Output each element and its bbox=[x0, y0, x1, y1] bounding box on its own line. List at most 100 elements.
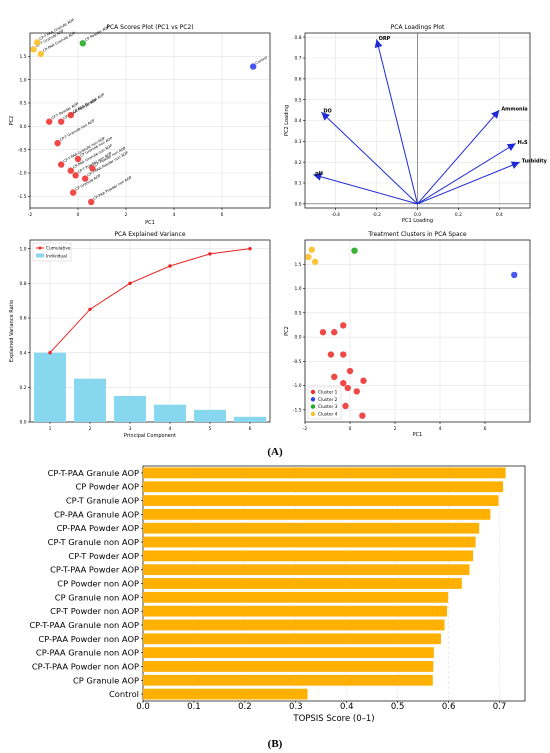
x-tick-label: 5 bbox=[209, 426, 212, 432]
y-tick-label: 0.3 bbox=[295, 139, 302, 145]
loading-vector bbox=[417, 161, 520, 205]
x-axis-label: Principal Component bbox=[124, 433, 176, 439]
variance-bar bbox=[34, 352, 66, 422]
score-point bbox=[58, 161, 65, 168]
x-tick-label: 2 bbox=[125, 212, 128, 218]
cluster-point bbox=[308, 246, 315, 253]
topsis-bar bbox=[143, 605, 448, 617]
y-tick-label: 0.7 bbox=[295, 56, 302, 62]
y-tick-label: 1.5 bbox=[295, 262, 302, 268]
scores-chart: -2 0 2 4 6 -1.5 -1.0 -0.5 0.0 0.5 1.0 1.5 PCA Scores… bbox=[9, 18, 271, 226]
legend-swatch bbox=[310, 404, 316, 409]
cumulative-point bbox=[168, 264, 172, 268]
y-tick-label: 0.6 bbox=[20, 316, 27, 322]
x-tick-label: 0.4 bbox=[496, 212, 503, 218]
legend-swatch bbox=[36, 253, 44, 258]
score-point bbox=[89, 165, 96, 172]
cluster-point bbox=[353, 388, 360, 395]
y-tick-label: 1.0 bbox=[20, 77, 27, 83]
vector-arrowhead bbox=[506, 143, 516, 152]
score-point bbox=[54, 139, 61, 147]
cluster-point bbox=[342, 402, 349, 410]
topsis-bar bbox=[143, 522, 480, 534]
y-tick-label: 0.5 bbox=[295, 310, 302, 316]
x-tick-label: -2 bbox=[28, 212, 33, 218]
cluster-point bbox=[319, 329, 327, 336]
topsis-bar bbox=[143, 619, 445, 631]
vector-arrowhead bbox=[313, 172, 322, 181]
category-label: CP Powder AOP bbox=[76, 482, 140, 492]
x-tick-label: -0.2 bbox=[372, 212, 381, 218]
variance-bar bbox=[154, 404, 186, 422]
panel-label-b: (B) bbox=[268, 738, 283, 750]
x-tick-label: 0.3 bbox=[289, 702, 303, 712]
y-tick-label: -0.5 bbox=[18, 147, 27, 153]
x-tick-label: 4 bbox=[439, 426, 442, 432]
loading-vector bbox=[417, 109, 500, 205]
topsis-bar bbox=[143, 481, 504, 493]
category-label: CP-T-PAA Granule non AOP bbox=[29, 620, 139, 630]
x-tick-label: 4 bbox=[169, 426, 172, 432]
cluster-point bbox=[311, 258, 319, 266]
score-point bbox=[88, 198, 95, 206]
score-point bbox=[250, 63, 257, 70]
score-point bbox=[34, 39, 41, 46]
x-axis-label: PC1 Loading bbox=[402, 218, 433, 224]
x-tick-label: 4 bbox=[173, 212, 176, 218]
topsis-bar bbox=[143, 578, 462, 589]
category-label: CP-PAA Powder non AOP bbox=[38, 634, 139, 644]
x-tick-label: 2 bbox=[394, 426, 397, 432]
x-tick-label: 6 bbox=[221, 212, 224, 218]
cluster-point bbox=[327, 351, 335, 358]
cluster-point bbox=[344, 384, 351, 392]
x-axis-label: PC1 bbox=[145, 220, 155, 226]
category-label: CP-T Powder non AOP bbox=[50, 606, 139, 616]
x-tick-label: 0.2 bbox=[238, 702, 252, 712]
y-tick-label: 1.0 bbox=[295, 286, 302, 292]
category-label: CP-T Powder AOP bbox=[68, 551, 139, 561]
category-label: CP-T Granule non AOP bbox=[48, 537, 139, 547]
loading-vector bbox=[376, 39, 418, 204]
cluster-point bbox=[340, 379, 347, 387]
x-tick-label: 0.4 bbox=[340, 702, 354, 712]
y-tick-label: 0.2 bbox=[295, 160, 302, 166]
cumulative-point bbox=[248, 246, 252, 251]
x-tick-label: 0.1 bbox=[187, 702, 201, 712]
variance-bar bbox=[74, 378, 106, 422]
topsis-bar bbox=[143, 550, 474, 562]
chart-title: PCA Explained Variance bbox=[114, 231, 185, 238]
cluster-point bbox=[331, 373, 338, 381]
vector-label: pH bbox=[315, 171, 323, 177]
loadings-chart: -0.4 -0.2 0.0 0.2 0.4 0.0 0.1 0.2 0.3 0.4 0.5 0.6 0.… bbox=[284, 24, 548, 224]
topsis-bar bbox=[143, 536, 476, 548]
y-tick-label: -1.5 bbox=[293, 407, 302, 413]
x-tick-label: 1 bbox=[49, 426, 52, 432]
cumulative-point bbox=[128, 281, 132, 286]
loading-vector bbox=[313, 174, 418, 205]
category-label: CP-PAA Powder AOP bbox=[57, 523, 139, 533]
score-point bbox=[37, 50, 44, 58]
vector-label: Ammonia bbox=[501, 107, 527, 113]
topsis-bar bbox=[143, 495, 499, 506]
vector-arrowhead bbox=[374, 39, 383, 48]
loading-vector bbox=[321, 111, 418, 205]
legend-label: Individual bbox=[46, 253, 67, 259]
variance-chart: 1 2 3 4 5 6 0.0 0.2 0.4 0.6 0.8 1.0 PCA Explained Va… bbox=[9, 231, 271, 439]
score-point bbox=[70, 189, 77, 196]
score-point bbox=[30, 46, 37, 53]
x-tick-label: 2 bbox=[89, 426, 92, 432]
score-point bbox=[67, 111, 75, 119]
variance-bar bbox=[194, 409, 226, 422]
y-tick-label: 0.4 bbox=[20, 350, 27, 356]
legend-label: Cumulative bbox=[46, 246, 71, 252]
cluster-point bbox=[360, 377, 367, 384]
score-point bbox=[82, 175, 89, 182]
loading-vector bbox=[417, 142, 516, 205]
category-label: CP-T Granule AOP bbox=[66, 496, 139, 506]
y-axis-label: PC2 bbox=[284, 326, 290, 336]
cumulative-line bbox=[49, 248, 251, 354]
category-label: CP Granule non AOP bbox=[55, 592, 139, 602]
topsis-chart: 0.0 0.1 0.2 0.3 0.4 0.5 0.6 0.7 TOPSIS Score (0–… bbox=[29, 465, 526, 724]
category-label: CP Granule AOP bbox=[73, 675, 139, 685]
